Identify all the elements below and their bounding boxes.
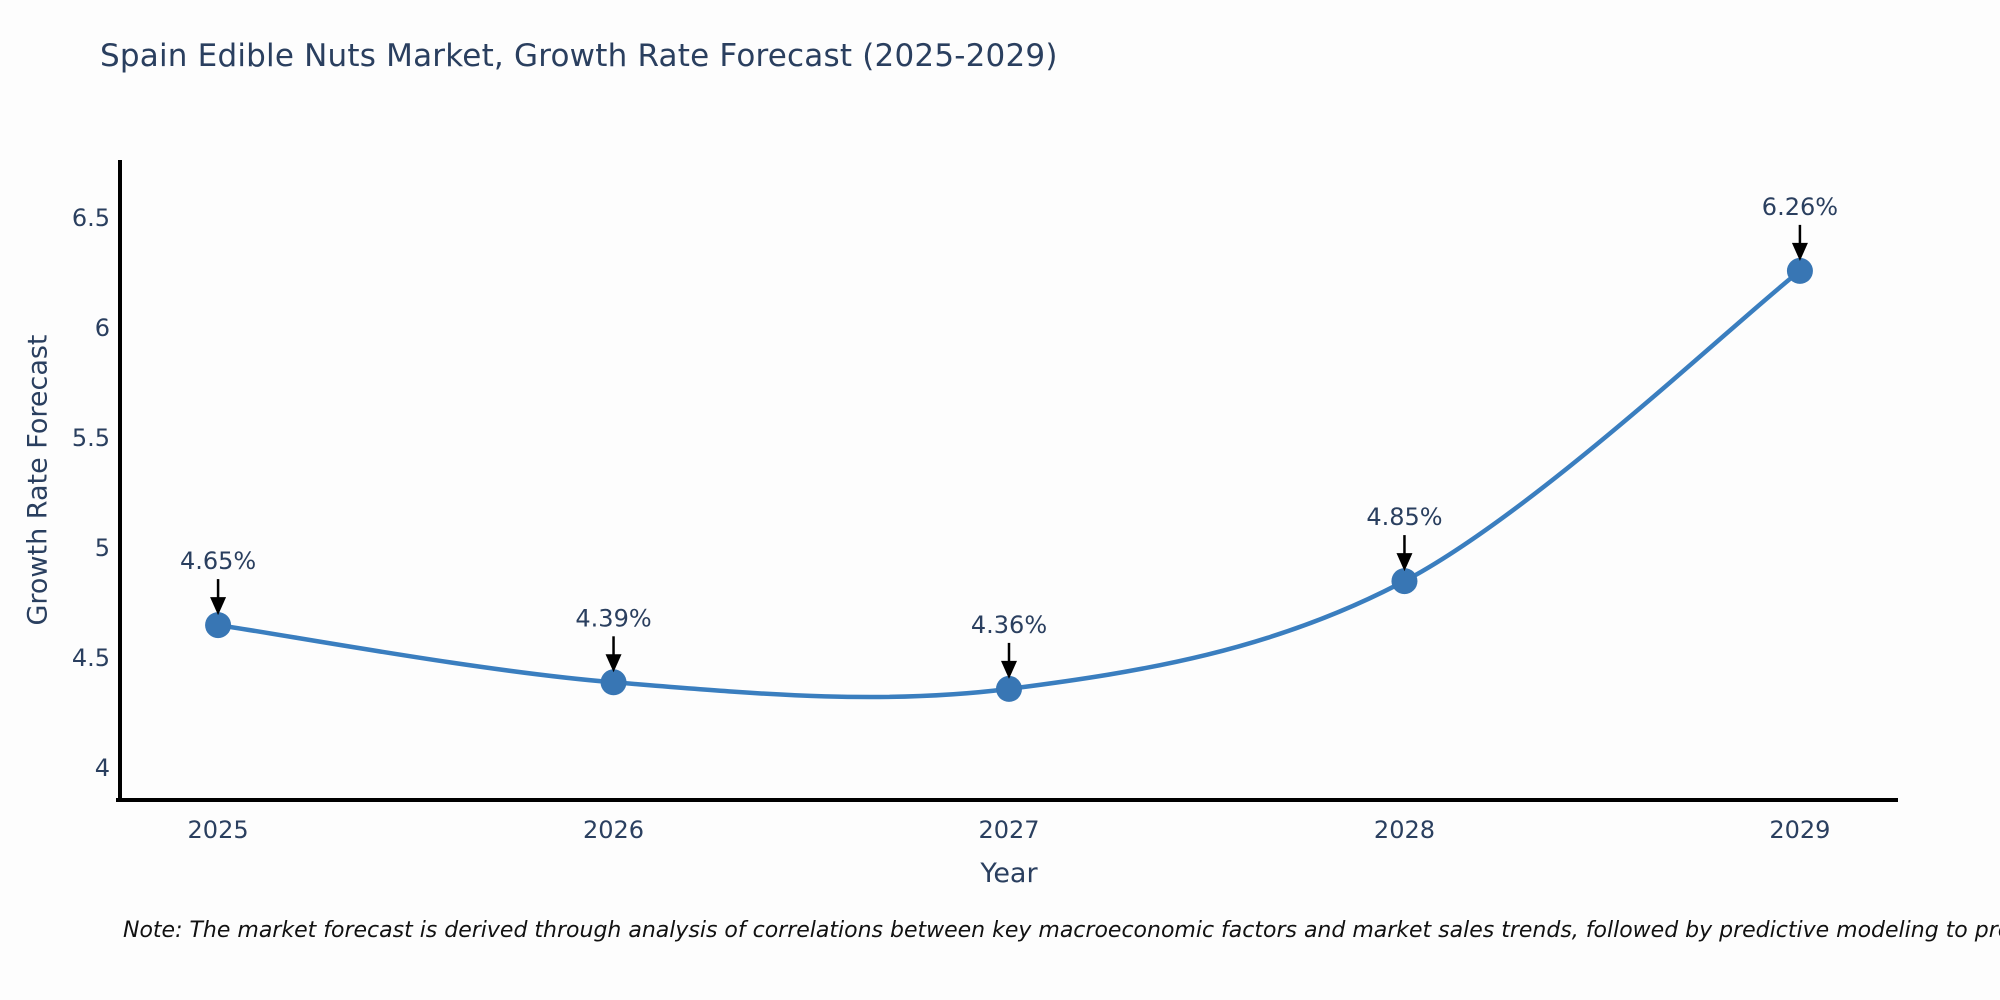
data-point-marker[interactable] — [205, 612, 232, 639]
data-point-label: 6.26% — [1762, 193, 1838, 221]
annotation-arrowhead-icon — [1791, 242, 1808, 261]
y-tick-label: 5.5 — [72, 424, 110, 452]
chart-title: Spain Edible Nuts Market, Growth Rate Fo… — [100, 38, 1058, 74]
x-tick-label: 2028 — [1374, 816, 1435, 844]
data-point-marker[interactable] — [1786, 257, 1813, 284]
x-axis-title: Year — [980, 858, 1038, 889]
x-tick-label: 2027 — [978, 816, 1039, 844]
annotation-arrowhead-icon — [605, 654, 622, 673]
data-point-label: 4.39% — [575, 604, 651, 632]
x-tick-label: 2026 — [583, 816, 644, 844]
annotation-arrowhead-icon — [1396, 553, 1413, 572]
footnote: Note: The market forecast is derived thr… — [123, 918, 2000, 943]
data-point-label: 4.85% — [1366, 503, 1442, 531]
y-tick-label: 6.5 — [72, 204, 110, 232]
x-tick-label: 2029 — [1769, 816, 1830, 844]
y-tick-label: 4.5 — [72, 644, 110, 672]
annotation-arrowhead-icon — [210, 597, 227, 616]
data-point-label: 4.65% — [180, 547, 256, 575]
data-point-label: 4.36% — [971, 611, 1047, 639]
data-point-marker[interactable] — [1391, 568, 1418, 595]
y-axis-title: Growth Rate Forecast — [22, 334, 54, 626]
data-point-marker[interactable] — [600, 669, 627, 696]
y-tick-label: 4 — [95, 754, 110, 782]
annotation-arrowhead-icon — [1001, 660, 1017, 679]
x-tick-label: 2025 — [188, 816, 249, 844]
y-tick-label: 5 — [95, 534, 110, 562]
y-tick-label: 6 — [95, 314, 110, 342]
data-point-marker[interactable] — [996, 675, 1022, 702]
